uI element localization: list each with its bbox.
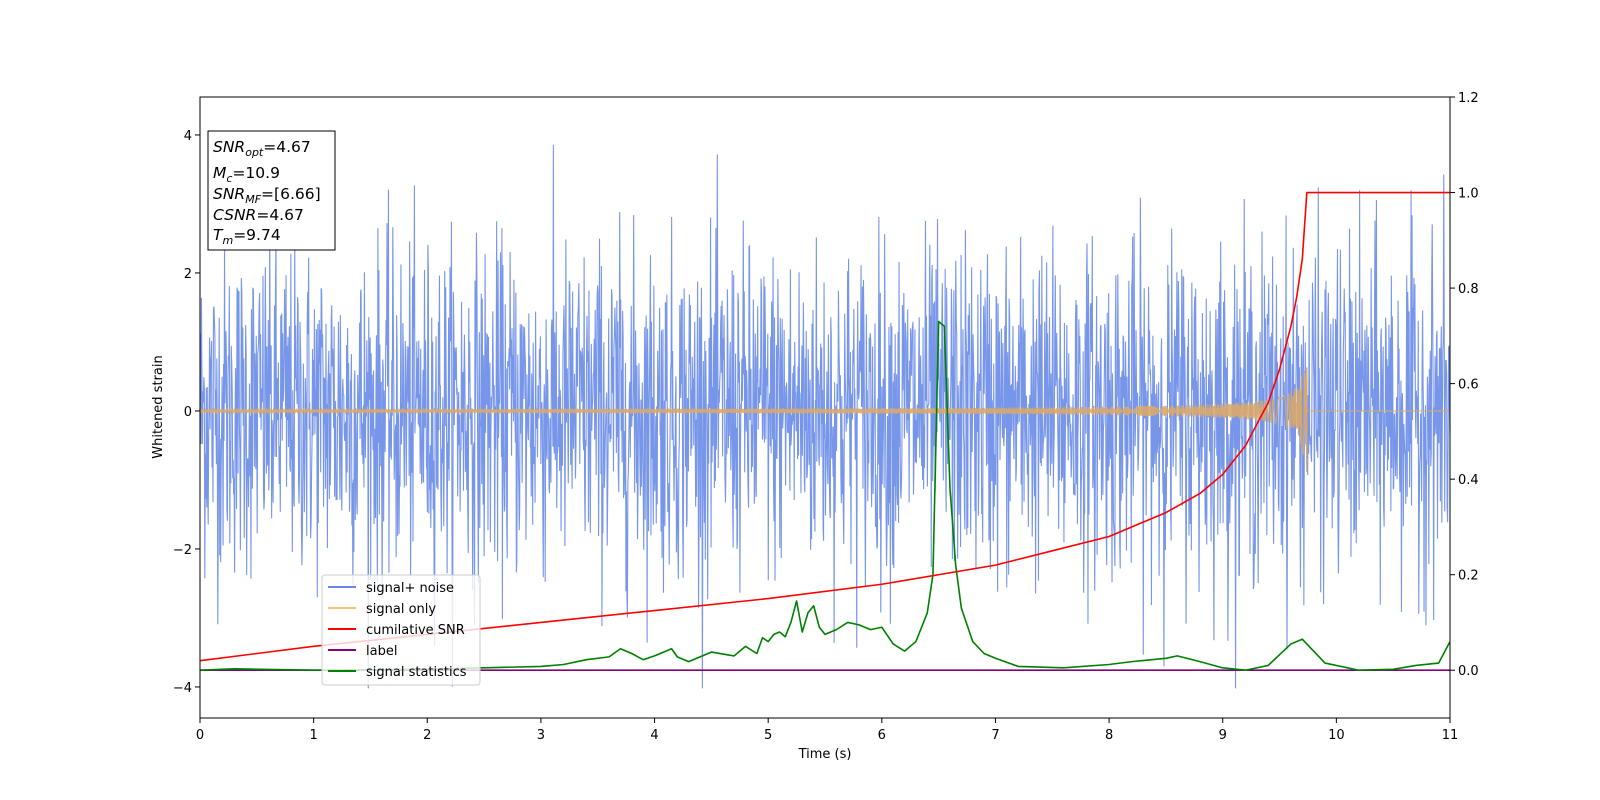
x-tick-label: 10 — [1328, 728, 1345, 743]
series-signal-noise-line — [200, 144, 1450, 689]
x-tick-label: 9 — [1219, 728, 1227, 743]
x-tick-label: 4 — [650, 728, 658, 743]
annotation-csnr: CSNR=4.67 — [213, 206, 304, 224]
x-tick-label: 6 — [878, 728, 886, 743]
csnr-symbol: CSNR — [213, 206, 256, 224]
series-signal-only-line — [200, 370, 1450, 456]
legend-label: signal+ noise — [366, 581, 454, 596]
x-axis-ticks: 0 1 2 3 4 5 6 7 8 9 10 11 — [196, 718, 1458, 743]
y-right-tick-label: 1.2 — [1458, 91, 1479, 106]
annotation-box: SNRopt=4.67 Mc=10.9 SNRMF=[6.66] CSNR=4.… — [207, 130, 336, 251]
snr-mf-value: =[6.66] — [261, 185, 321, 203]
x-tick-label: 1 — [309, 728, 317, 743]
mc-subscript: c — [226, 172, 232, 185]
x-tick-label: 7 — [991, 728, 999, 743]
plot-frame — [199, 96, 1451, 719]
legend-frame — [321, 574, 481, 686]
series-cumilative-snr-line — [200, 191, 1450, 662]
y-left-tick-label: 4 — [184, 129, 192, 144]
legend: signal+ noise signal only cumilative SNR la… — [321, 574, 481, 686]
x-tick-label: 0 — [196, 728, 204, 743]
legend-label: signal statistics — [366, 665, 467, 680]
snr-opt-value: =4.67 — [263, 138, 311, 156]
x-tick-label: 3 — [537, 728, 545, 743]
y-right-tick-label: 0.0 — [1458, 664, 1479, 679]
x-tick-label: 2 — [423, 728, 431, 743]
tm-value: =9.74 — [233, 226, 281, 244]
mc-value: =10.9 — [232, 164, 280, 182]
y-axis-right-ticks: 0.0 0.2 0.4 0.6 0.8 1.0 1.2 — [1450, 91, 1479, 679]
y-right-tick-label: 0.6 — [1458, 378, 1479, 393]
y-left-tick-label: 0 — [184, 405, 192, 420]
legend-label: cumilative SNR — [366, 623, 465, 638]
y-left-tick-label: −2 — [173, 543, 192, 558]
annotation-mc: Mc=10.9 — [213, 164, 280, 185]
x-tick-label: 5 — [764, 728, 772, 743]
annotation-snr-opt: SNRopt=4.67 — [213, 138, 311, 159]
series-signal-statistics-line — [200, 320, 1450, 672]
snr-opt-symbol: SNR — [213, 138, 245, 156]
annotation-tm: Tm=9.74 — [213, 226, 281, 247]
y-left-tick-label: −4 — [173, 681, 192, 696]
annotation-snr-mf: SNRMF=[6.66] — [213, 185, 321, 206]
legend-label: label — [366, 644, 397, 659]
y-right-tick-label: 0.4 — [1458, 473, 1479, 488]
y-right-tick-label: 1.0 — [1458, 187, 1479, 202]
tm-symbol: T — [213, 226, 224, 244]
snr-mf-symbol: SNR — [213, 185, 245, 203]
y-axis-left-ticks: −4 −2 0 2 4 — [173, 129, 200, 696]
csnr-value: =4.67 — [256, 206, 304, 224]
y-axis-label: Whitened strain — [151, 355, 166, 458]
legend-label: signal only — [366, 602, 436, 617]
tm-subscript: m — [222, 234, 233, 247]
x-tick-label: 8 — [1105, 728, 1113, 743]
y-left-tick-label: 2 — [184, 267, 192, 282]
y-right-tick-label: 0.2 — [1458, 569, 1479, 584]
snr-mf-subscript: MF — [245, 193, 261, 206]
y-right-tick-label: 0.8 — [1458, 282, 1479, 297]
x-tick-label: 11 — [1442, 728, 1459, 743]
snr-opt-subscript: opt — [245, 146, 264, 159]
mc-symbol: M — [213, 164, 226, 182]
annotation-frame — [207, 130, 336, 251]
x-axis-label: Time (s) — [798, 747, 852, 762]
